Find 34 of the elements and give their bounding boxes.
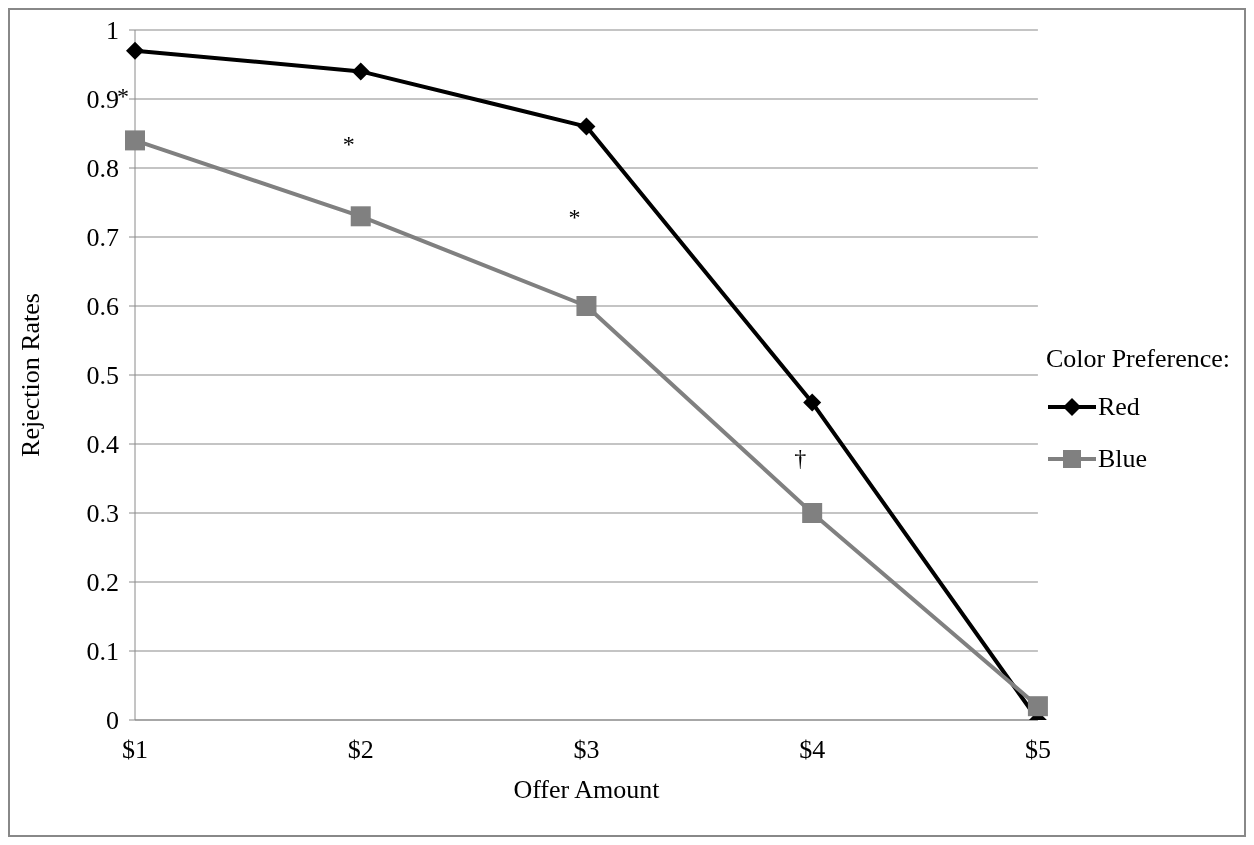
legend-label: Red: [1097, 392, 1140, 422]
annotation: *: [342, 131, 355, 158]
point: [125, 130, 145, 151]
legend-title: Color Preference:: [1045, 344, 1230, 374]
y-tick-label: 0.2: [86, 568, 119, 598]
annotation: †: [794, 445, 807, 472]
point: [126, 41, 144, 60]
point: [350, 206, 371, 227]
point: [351, 62, 370, 81]
y-tick-label: 0: [106, 706, 119, 736]
point: [577, 117, 596, 136]
x-tick-label: $5: [1024, 735, 1051, 765]
point: [803, 393, 822, 412]
x-tick-label: $3: [573, 735, 600, 765]
y-tick-label: 0.1: [86, 637, 119, 667]
y-tick-label: 0.4: [86, 430, 119, 460]
y-tick-label: 0.6: [86, 292, 119, 322]
x-axis-title: Offer Amount: [513, 775, 661, 804]
text: *: [117, 83, 129, 110]
point: [576, 296, 597, 316]
x-tick-label: $1: [122, 735, 148, 765]
point: [1027, 696, 1048, 717]
y-tick-label: 0.5: [86, 361, 119, 391]
x-tick-label: $4: [799, 735, 826, 765]
y-axis-title: Rejection Rates: [16, 293, 46, 457]
legend-label: Blue: [1097, 444, 1148, 474]
y-tick-label: 0.9: [86, 85, 119, 115]
point: [802, 503, 823, 523]
y-tick-label: 1: [106, 16, 119, 46]
x-tick-label: $2: [347, 735, 374, 765]
y-tick-label: 0.7: [86, 223, 119, 253]
annotation: *: [568, 203, 581, 230]
y-tick-label: 0.3: [86, 499, 119, 529]
y-tick-label: 0.8: [86, 154, 119, 184]
